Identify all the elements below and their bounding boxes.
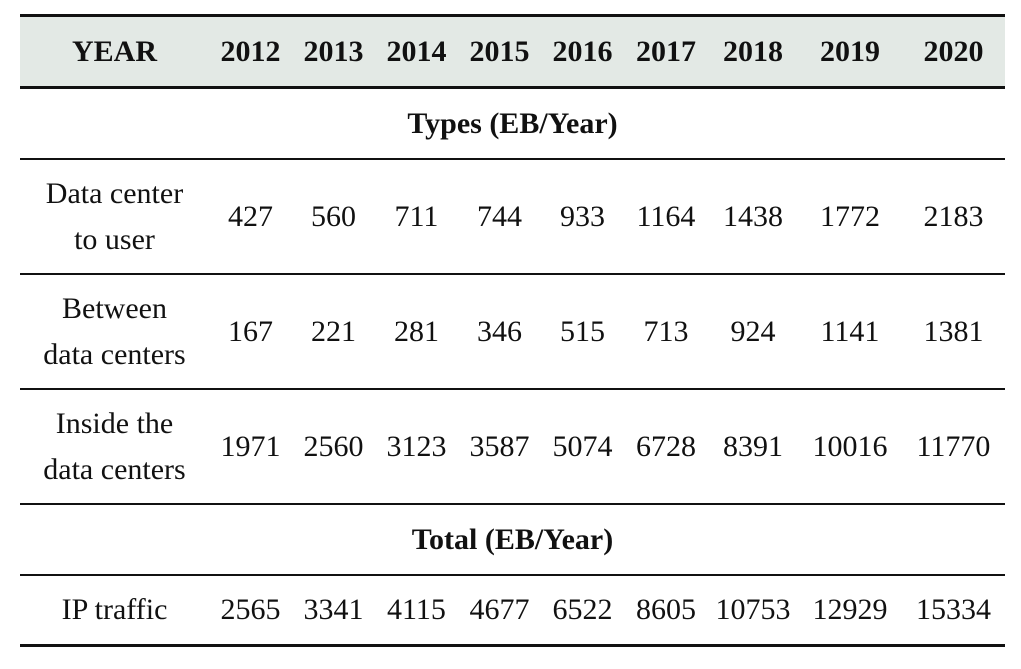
row-label-line: Between bbox=[62, 291, 167, 325]
table-cell: 744 bbox=[458, 159, 541, 275]
table-cell: 3587 bbox=[458, 389, 541, 505]
table-cell: 2183 bbox=[902, 159, 1005, 275]
table-cell: 3341 bbox=[292, 575, 375, 647]
row-label-line: data centers bbox=[43, 337, 186, 371]
table-cell: 346 bbox=[458, 274, 541, 390]
table-cell: 167 bbox=[209, 274, 292, 390]
section-row-total: Total (EB/Year) bbox=[20, 504, 1005, 576]
row-label: Between data centers bbox=[20, 274, 209, 390]
table-cell: 3123 bbox=[375, 389, 458, 505]
table-cell: 711 bbox=[375, 159, 458, 275]
header-2017: 2017 bbox=[624, 14, 708, 89]
table-cell: 1438 bbox=[708, 159, 798, 275]
table-cell: 2560 bbox=[292, 389, 375, 505]
table-cell: 5074 bbox=[541, 389, 624, 505]
header-year: YEAR bbox=[20, 14, 209, 89]
table-cell: 933 bbox=[541, 159, 624, 275]
table-cell: 10016 bbox=[798, 389, 902, 505]
table-cell: 10753 bbox=[708, 575, 798, 647]
table-cell: 281 bbox=[375, 274, 458, 390]
section-row-types: Types (EB/Year) bbox=[20, 87, 1005, 160]
table-cell: 1971 bbox=[209, 389, 292, 505]
header-2014: 2014 bbox=[375, 14, 458, 89]
table-cell: 515 bbox=[541, 274, 624, 390]
table-cell: 8605 bbox=[624, 575, 708, 647]
header-2019: 2019 bbox=[798, 14, 902, 89]
table-row: IP traffic 2565 3341 4115 4677 6522 8605… bbox=[20, 575, 1005, 647]
header-2020: 2020 bbox=[902, 14, 1005, 89]
table-row: Inside the data centers 1971 2560 3123 35… bbox=[20, 389, 1005, 505]
table-cell: 427 bbox=[209, 159, 292, 275]
row-label-line: Data center bbox=[45, 176, 184, 210]
header-2013: 2013 bbox=[292, 14, 375, 89]
header-2015: 2015 bbox=[458, 14, 541, 89]
header-2016: 2016 bbox=[541, 14, 624, 89]
row-label: IP traffic bbox=[20, 575, 209, 647]
header-2012: 2012 bbox=[209, 14, 292, 89]
row-label: Data center to user bbox=[20, 159, 209, 275]
table-cell: 924 bbox=[708, 274, 798, 390]
table-cell: 1141 bbox=[798, 274, 902, 390]
header-row: YEAR 2012 2013 2014 2015 2016 2017 2018 … bbox=[20, 14, 1005, 89]
row-label-line: data centers bbox=[43, 452, 186, 486]
table-cell: 12929 bbox=[798, 575, 902, 647]
row-label-line: to user bbox=[74, 222, 155, 256]
table-cell: 6728 bbox=[624, 389, 708, 505]
table-cell: 2565 bbox=[209, 575, 292, 647]
table-cell: 8391 bbox=[708, 389, 798, 505]
table-cell: 713 bbox=[624, 274, 708, 390]
table-cell: 6522 bbox=[541, 575, 624, 647]
table-cell: 1381 bbox=[902, 274, 1005, 390]
table-row: Between data centers 167 221 281 346 515 … bbox=[20, 274, 1005, 390]
table-cell: 560 bbox=[292, 159, 375, 275]
table-cell: 221 bbox=[292, 274, 375, 390]
table-cell: 15334 bbox=[902, 575, 1005, 647]
table-cell: 1164 bbox=[624, 159, 708, 275]
table-cell: 4677 bbox=[458, 575, 541, 647]
table-cell: 11770 bbox=[902, 389, 1005, 505]
row-label: Inside the data centers bbox=[20, 389, 209, 505]
traffic-table: YEAR 2012 2013 2014 2015 2016 2017 2018 … bbox=[20, 14, 1005, 647]
table-cell: 4115 bbox=[375, 575, 458, 647]
header-2018: 2018 bbox=[708, 14, 798, 89]
table-cell: 1772 bbox=[798, 159, 902, 275]
row-label-line: Inside the bbox=[55, 406, 174, 440]
table-row: Data center to user 427 560 711 744 933 1… bbox=[20, 159, 1005, 275]
section-title: Total (EB/Year) bbox=[20, 504, 1005, 576]
section-title: Types (EB/Year) bbox=[20, 87, 1005, 160]
